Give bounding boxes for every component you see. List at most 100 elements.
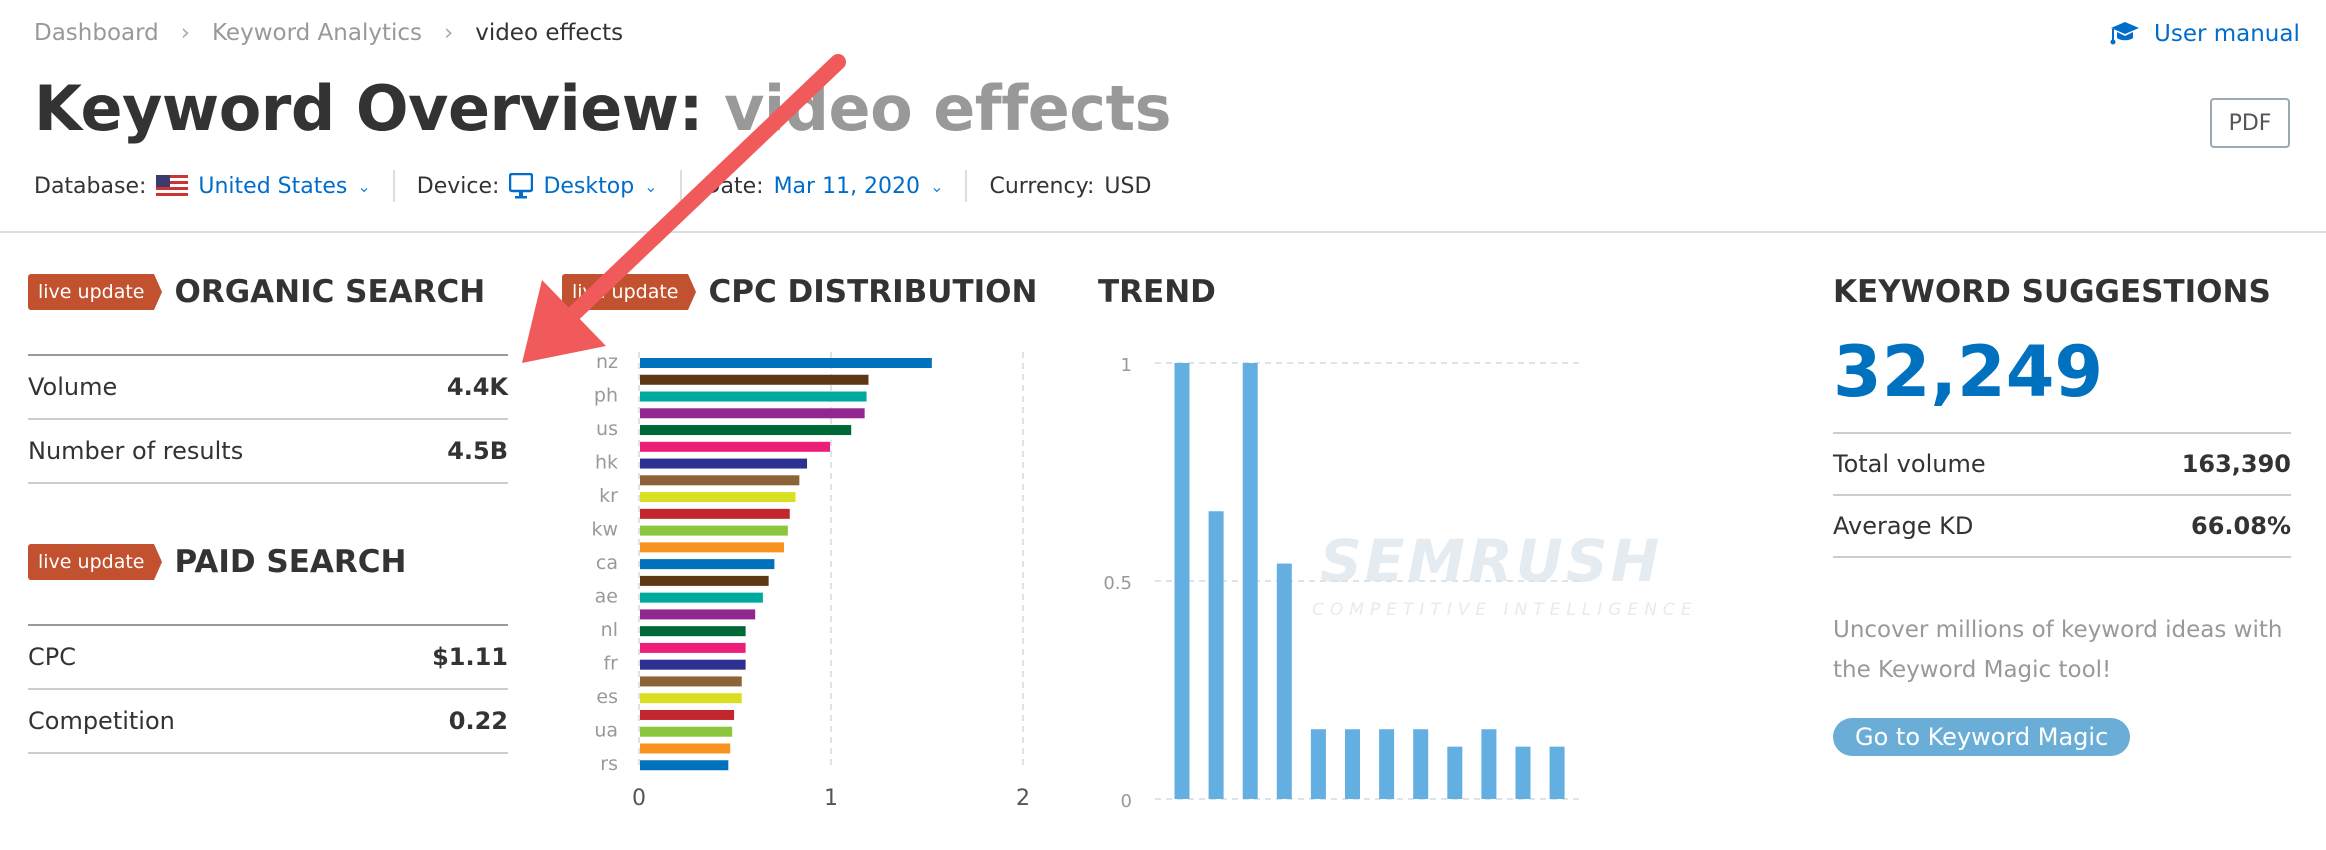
suggestions-count[interactable]: 32,249 (1833, 331, 2104, 413)
row-value: 163,390 (2181, 450, 2291, 478)
trend-bar (1413, 729, 1429, 799)
row-label: Total volume (1833, 450, 1986, 478)
trend-title: TREND (1098, 274, 1216, 310)
cpc-bar-ca (640, 559, 775, 570)
device-label: Device: (416, 173, 500, 199)
cpc-bar-3 (640, 408, 865, 419)
row-value: 4.5B (447, 437, 508, 465)
y-tick-label: kr (599, 485, 618, 507)
cpc-bar-ua (640, 726, 733, 737)
cpc-bar-19 (640, 676, 742, 687)
cpc-bar-hk (640, 458, 808, 469)
desktop-icon (509, 173, 534, 199)
y-tick-label: 1 (1121, 355, 1132, 376)
paid-search-panel: live update PAID SEARCH CPC $1.11 Competit… (28, 544, 508, 754)
y-tick-label: ae (595, 586, 618, 608)
y-tick-label: us (596, 418, 618, 440)
cpc-distribution-title: CPC DISTRIBUTION (708, 274, 1038, 310)
y-tick-label: nz (596, 351, 618, 373)
cpc-distribution-chart: 0 1 2 nz ph us hk kr kw ca ae nl fr es ua rs (591, 351, 1030, 811)
cpc-bar-nz (640, 358, 932, 368)
cpc-bar-rs (640, 760, 729, 771)
y-tick-label: kw (591, 519, 618, 541)
row-value: 4.4K (446, 373, 508, 401)
cpc-bar-es (640, 693, 742, 704)
trend-bar (1276, 563, 1292, 799)
cpc-bar-kr (640, 492, 796, 503)
user-manual-link[interactable]: User manual (2110, 20, 2300, 48)
organic-search-panel: live update ORGANIC SEARCH Volume 4.4K Num… (28, 274, 508, 484)
results-row: Number of results 4.5B (28, 420, 508, 484)
date-select[interactable]: Mar 11, 2020 (773, 173, 921, 199)
row-value: 0.22 (448, 707, 508, 735)
promo-text: Uncover millions of keyword ideas with t… (1833, 617, 2283, 683)
device-select[interactable]: Desktop (543, 173, 635, 199)
trend-bar (1174, 363, 1190, 799)
row-value: $1.11 (432, 643, 508, 671)
breadcrumb-dashboard[interactable]: Dashboard (34, 20, 159, 46)
cpc-bar-23 (640, 743, 731, 754)
live-update-badge[interactable]: live update (562, 274, 698, 310)
chevron-down-icon[interactable]: ⌄ (357, 176, 371, 196)
trend-bar (1515, 746, 1531, 799)
cpc-bar-11 (640, 542, 784, 553)
trend-chart: 00.51 (1103, 355, 1583, 812)
y-tick-label: hk (595, 452, 618, 474)
currency-label: Currency: (989, 173, 1095, 199)
trend-bar (1310, 729, 1326, 799)
trend-bar (1345, 729, 1360, 799)
database-label: Database: (34, 173, 147, 199)
trend-header: TREND (1098, 274, 1216, 310)
x-tick-label: 2 (1016, 786, 1030, 811)
row-label: CPC (28, 643, 76, 671)
trend-bar (1379, 729, 1395, 799)
pdf-button[interactable]: PDF (2210, 98, 2290, 148)
row-label: Volume (28, 373, 118, 401)
semrush-watermark-sub: COMPETITIVE INTELLIGENCE (1312, 600, 1698, 620)
average-kd-row: Average KD 66.08% (1833, 496, 2291, 558)
cpc-bar-15 (640, 609, 756, 620)
cpc-bar-kw (640, 525, 788, 536)
database-select[interactable]: United States (198, 173, 348, 199)
y-tick-label: fr (603, 653, 618, 675)
live-update-badge[interactable]: live update (28, 274, 164, 310)
cpc-bar-nl (640, 626, 746, 637)
currency-value: USD (1104, 173, 1152, 199)
cpc-bar-17 (640, 642, 746, 653)
y-tick-label: ua (594, 720, 618, 742)
trend-bar (1447, 746, 1463, 799)
live-update-badge[interactable]: live update (28, 544, 164, 580)
page-title-keyword: video effects (723, 72, 1172, 145)
cpc-bar-21 (640, 709, 735, 720)
cpc-bar-us (640, 425, 852, 436)
row-label: Number of results (28, 437, 244, 465)
chevron-down-icon[interactable]: ⌄ (644, 176, 658, 196)
volume-row: Volume 4.4K (28, 356, 508, 420)
page-title: Keyword Overview: video effects (34, 72, 1172, 145)
row-value: 66.08% (2191, 512, 2291, 540)
row-label: Competition (28, 707, 175, 735)
page-title-prefix: Keyword Overview: (34, 72, 703, 145)
cpc-bar-1 (640, 374, 869, 385)
y-tick-label: nl (601, 619, 618, 641)
filters-bar: Database: United States ⌄ Device: Desktop ⌄… (34, 170, 1195, 202)
paid-search-title: PAID SEARCH (174, 544, 407, 580)
y-tick-label: 0 (1121, 791, 1132, 812)
chevron-down-icon[interactable]: ⌄ (930, 176, 944, 196)
date-label: Date: (703, 173, 764, 199)
cpc-bar-7 (640, 475, 800, 486)
breadcrumb-keyword-analytics[interactable]: Keyword Analytics (212, 20, 422, 46)
breadcrumb-current: video effects (475, 20, 624, 46)
y-tick-label: ph (594, 385, 618, 407)
breadcrumb: Dashboard › Keyword Analytics › video effe… (34, 20, 623, 46)
total-volume-row: Total volume 163,390 (1833, 434, 2291, 496)
chevron-right-icon: › (180, 20, 190, 46)
y-tick-label: es (596, 686, 618, 708)
organic-search-title: ORGANIC SEARCH (174, 274, 486, 310)
y-tick-label: 0.5 (1103, 573, 1132, 594)
chevron-right-icon: › (444, 20, 454, 46)
cpc-bar-ae (640, 592, 763, 603)
cpc-row: CPC $1.11 (28, 626, 508, 690)
cpc-bar-5 (640, 441, 831, 452)
go-to-keyword-magic-button[interactable]: Go to Keyword Magic (1833, 718, 2131, 756)
